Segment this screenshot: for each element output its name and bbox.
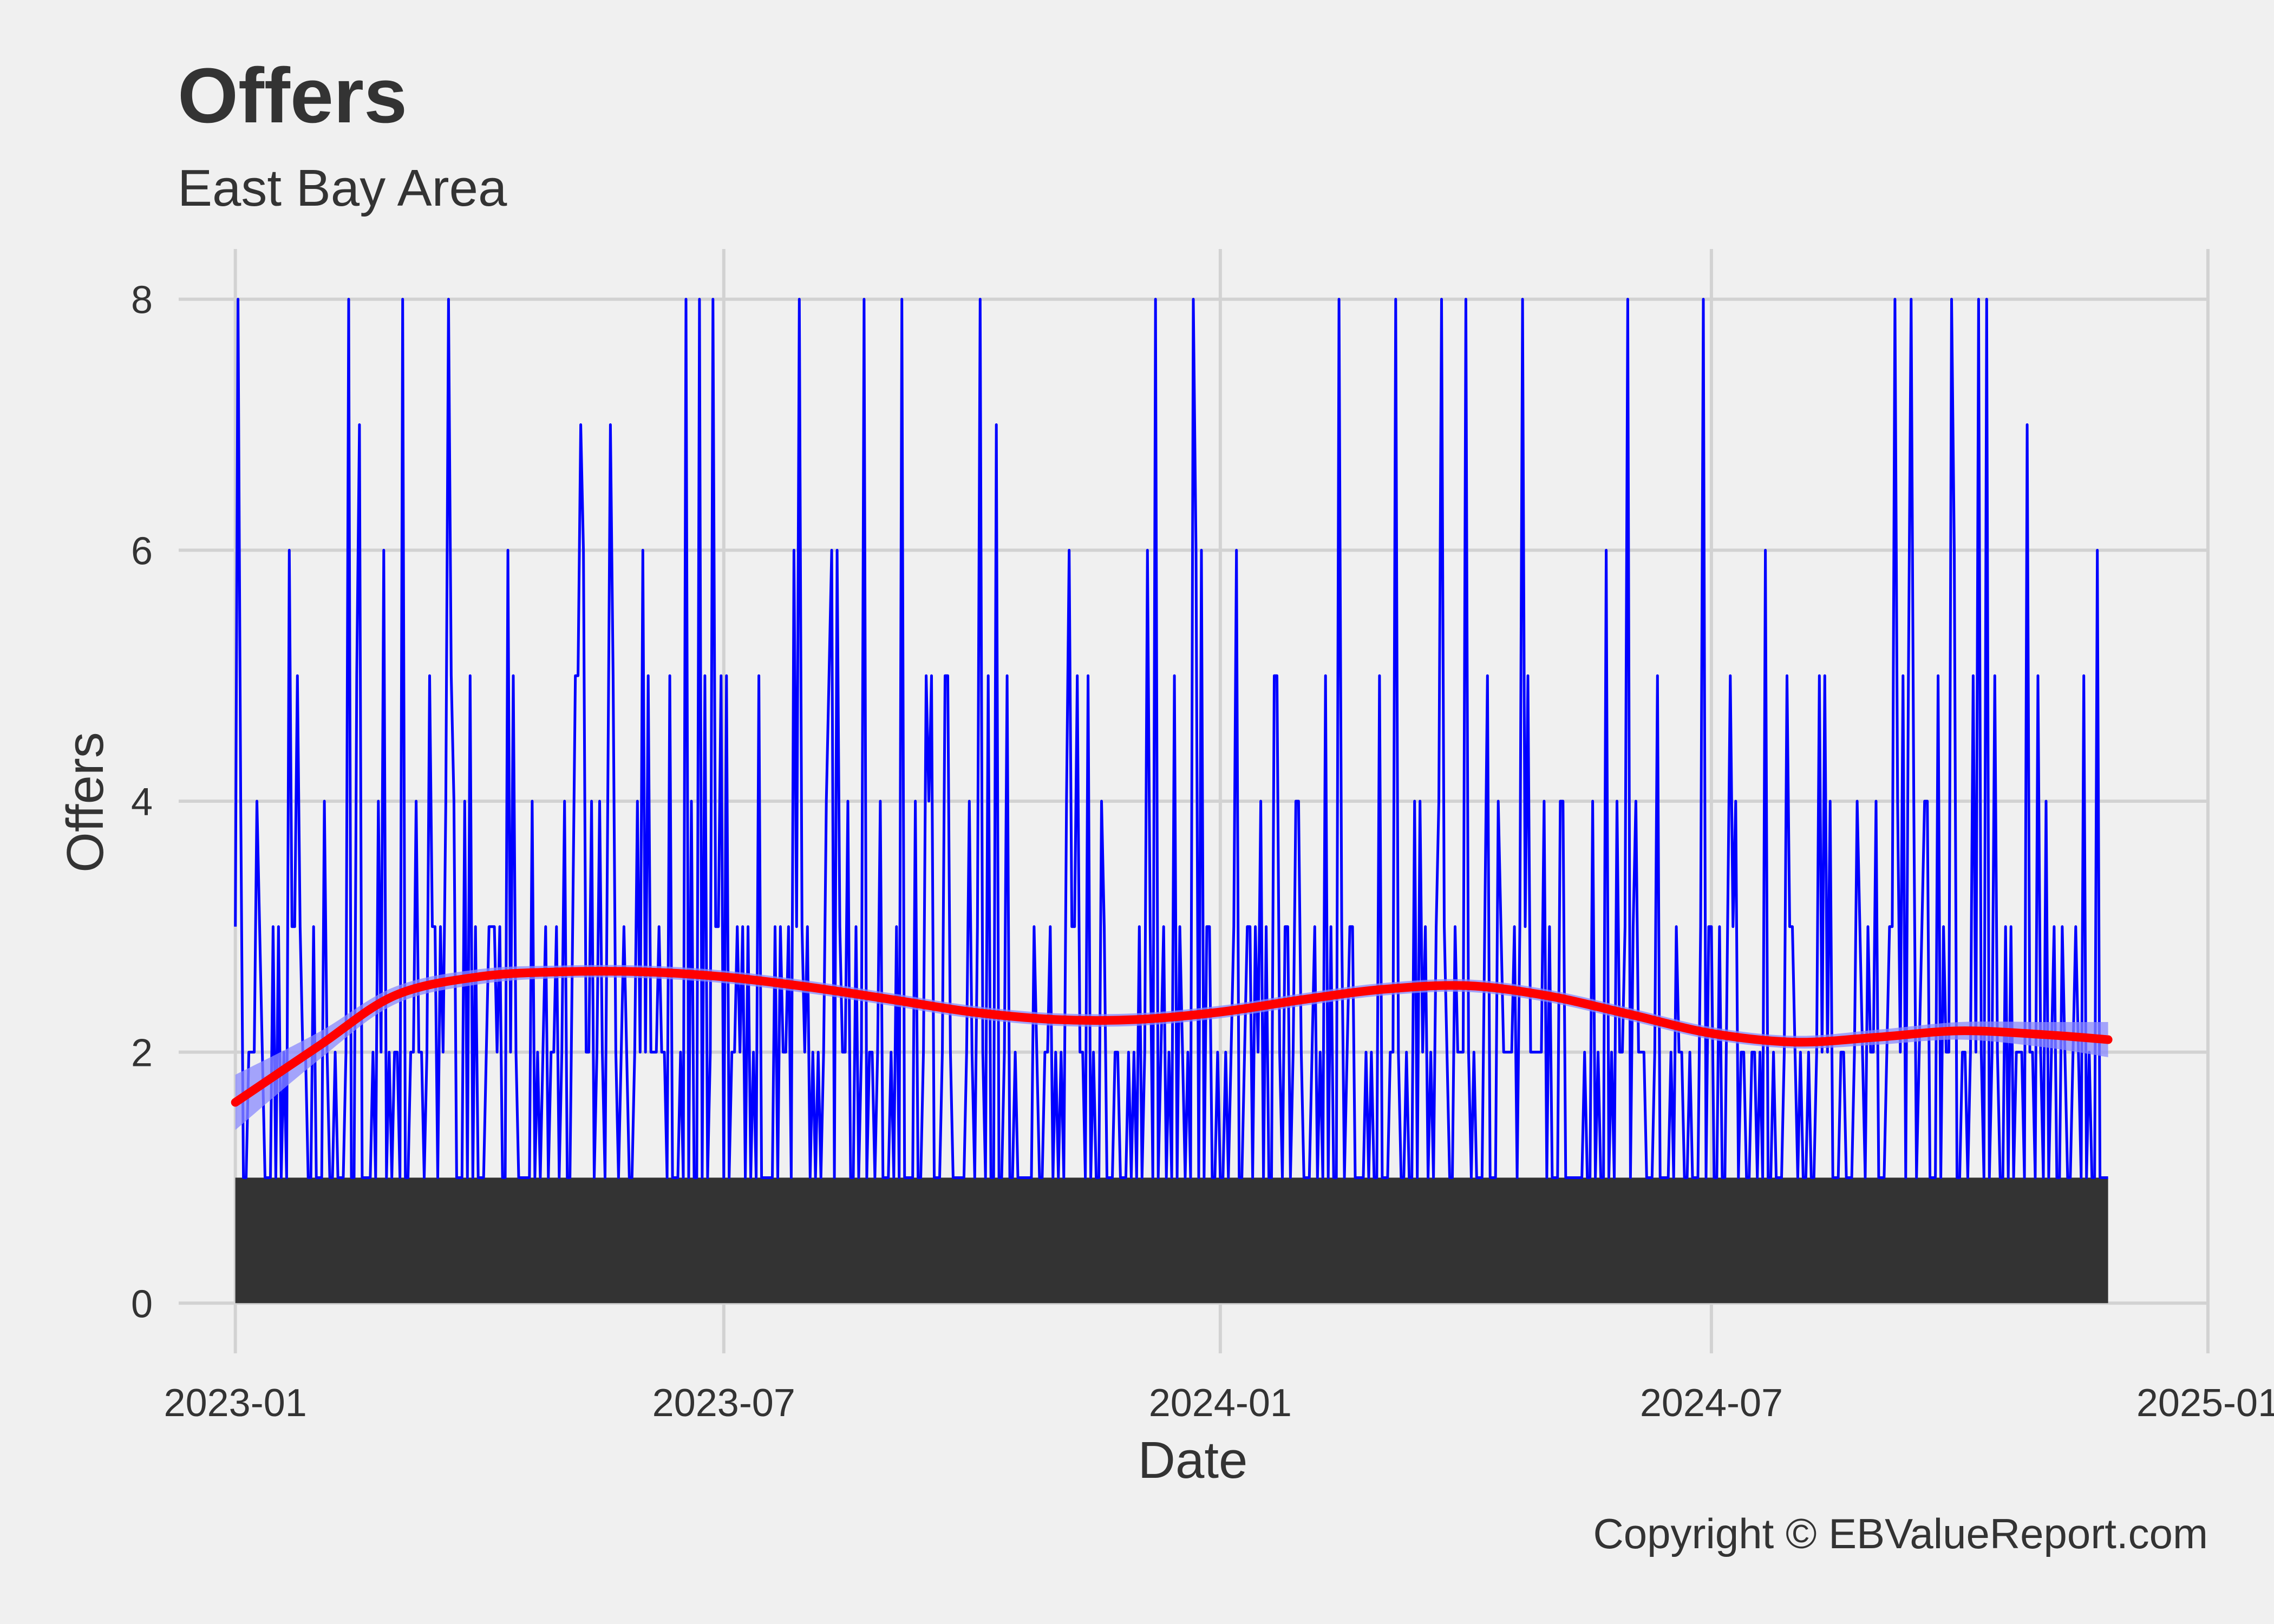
offers-area	[235, 1177, 2108, 1304]
offers-area-fill	[235, 1177, 2108, 1304]
x-axis-label: Date	[1138, 1431, 1248, 1489]
chart-caption: Copyright © EBValueReport.com	[1593, 1510, 2208, 1557]
smooth-trend-line	[231, 967, 2113, 1107]
x-tick-label: 2023-07	[652, 1381, 795, 1425]
offers-line	[234, 298, 2108, 1179]
smooth-trend-group	[231, 965, 2113, 1130]
y-tick-label: 8	[131, 279, 153, 322]
chart-title: Offers	[178, 52, 407, 139]
chart-subtitle: East Bay Area	[178, 159, 507, 217]
y-tick-label: 0	[131, 1282, 153, 1326]
y-axis-ticks: 0 2 4 6 8	[131, 279, 153, 1326]
offers-line-group	[234, 298, 2108, 1179]
y-tick-label: 6	[131, 529, 153, 573]
x-tick-label: 2023-01	[164, 1381, 307, 1425]
x-tick-label: 2024-01	[1149, 1381, 1292, 1425]
y-tick-label: 4	[131, 781, 153, 824]
y-tick-label: 2	[131, 1032, 153, 1075]
y-axis-label: Offers	[56, 732, 114, 873]
x-axis-ticks: 2023-01 2023-07 2024-01 2024-07 2025-01	[164, 1381, 2274, 1425]
x-tick-label: 2025-01	[2136, 1381, 2274, 1425]
smooth-confidence-band	[235, 965, 2108, 1130]
x-tick-label: 2024-07	[1640, 1381, 1783, 1425]
